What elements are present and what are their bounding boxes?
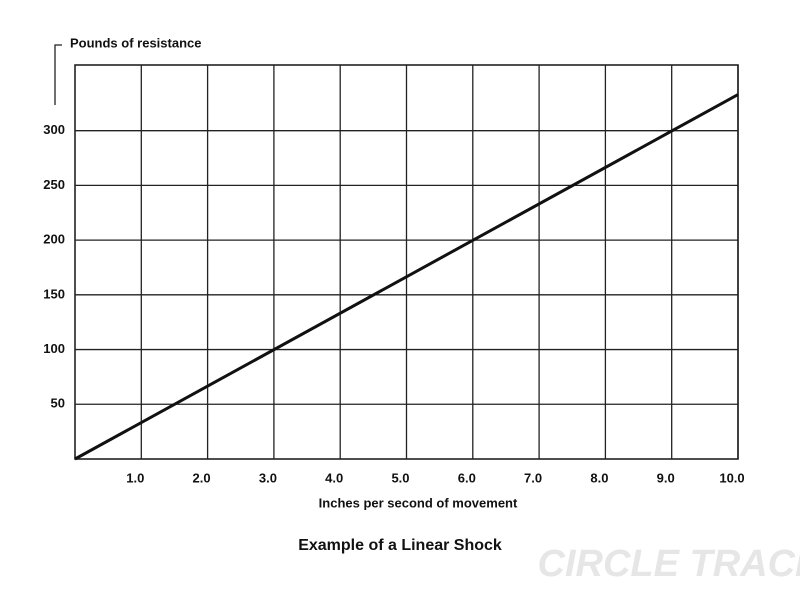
x-tick-label: 8.0 — [590, 470, 608, 485]
x-axis-label: Inches per second of movement — [319, 495, 518, 510]
x-tick-label: 5.0 — [391, 470, 409, 485]
x-tick-label: 4.0 — [325, 470, 343, 485]
y-tick-label: 250 — [43, 177, 65, 192]
x-tick-label: 7.0 — [524, 470, 542, 485]
y-axis-bracket — [54, 44, 62, 105]
x-tick-label: 2.0 — [193, 470, 211, 485]
x-tick-label: 3.0 — [259, 470, 277, 485]
y-axis-label: Pounds of resistance — [70, 35, 201, 50]
y-tick-label: 200 — [43, 232, 65, 247]
x-tick-label: 1.0 — [126, 470, 144, 485]
x-tick-label: 9.0 — [657, 470, 675, 485]
x-tick-label: 10.0 — [719, 470, 744, 485]
y-tick-label: 50 — [51, 396, 65, 411]
x-tick-label: 6.0 — [458, 470, 476, 485]
data-line — [74, 93, 739, 461]
watermark: CIRCLE TRACK — [538, 543, 800, 585]
y-tick-label: 300 — [43, 122, 65, 137]
y-tick-label: 150 — [43, 286, 65, 301]
chart-title: Example of a Linear Shock — [298, 537, 502, 554]
y-tick-label: 100 — [43, 341, 65, 356]
